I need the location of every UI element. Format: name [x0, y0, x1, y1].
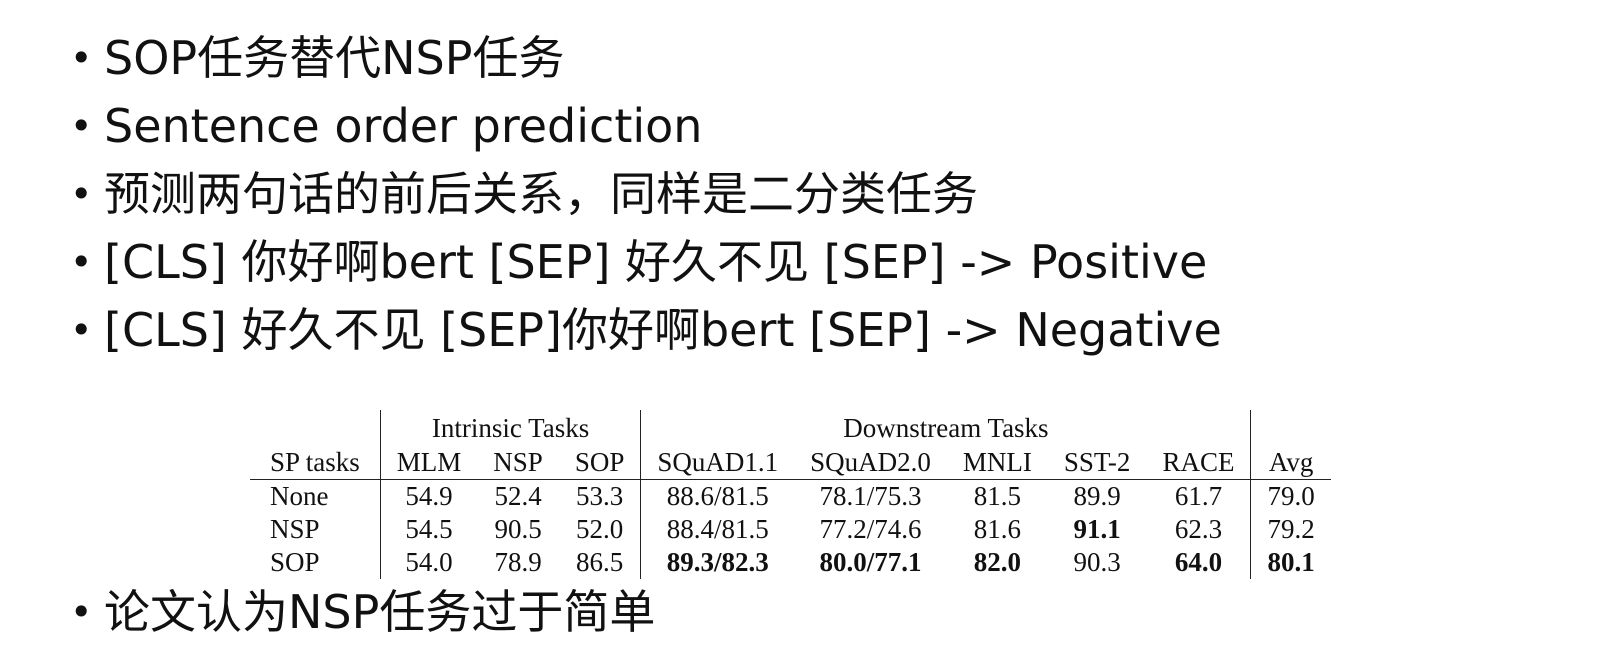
table-cell: 80.1 — [1250, 546, 1331, 579]
bullet-text: SOP任务替代NSP任务 — [104, 31, 565, 85]
table-cell: 62.3 — [1174, 514, 1223, 544]
bullet-dot-icon: • — [70, 172, 93, 216]
bullet-text: 论文认为NSP任务过于简单 — [104, 585, 656, 639]
table-cell: 89.9 — [1073, 481, 1121, 511]
table-cell: 86.5 — [575, 547, 624, 577]
column-header: SST-2 — [1047, 446, 1147, 480]
table-cell: 81.6 — [973, 514, 1022, 544]
column-header: RACE — [1146, 446, 1251, 480]
bullet-item: • [CLS] 你好啊bert [SEP] 好久不见 [SEP] -> Posit… — [70, 228, 1222, 296]
bullet-text: [CLS] 你好啊bert [SEP] 好久不见 [SEP] -> Positi… — [104, 235, 1208, 289]
table-cell: 88.6/81.5 — [640, 479, 795, 513]
table-group-header-row: Intrinsic Tasks Downstream Tasks — [250, 410, 1331, 446]
table-cell: 88.4/81.5 — [640, 513, 795, 546]
table-cell: 79.2 — [1250, 513, 1331, 546]
table-cell: 82.0 — [973, 547, 1022, 577]
column-header: NSP — [477, 446, 559, 480]
column-header: SQuAD2.0 — [794, 446, 947, 480]
intrinsic-tasks-header: Intrinsic Tasks — [379, 410, 641, 446]
table-cell: 53.3 — [575, 481, 624, 511]
table-cell: None — [270, 481, 329, 511]
table-cell: SOP — [270, 547, 320, 577]
bullet-list: • SOP任务替代NSP任务 • Sentence order prediction… — [70, 24, 1222, 364]
table-cell: 54.0 — [379, 546, 478, 579]
table-row: SOP 54.0 78.9 86.5 89.3/82.3 80.0/77.1 8… — [250, 546, 1331, 579]
table-cell: 90.3 — [1073, 547, 1121, 577]
table-cell: 90.5 — [494, 514, 542, 544]
table-cell: 52.4 — [494, 481, 542, 511]
table-cell: 81.5 — [973, 481, 1022, 511]
column-header: SP tasks — [250, 446, 381, 480]
downstream-tasks-header: Downstream Tasks — [640, 410, 1251, 446]
table-cell: 61.7 — [1174, 481, 1223, 511]
table-cell: 54.5 — [379, 513, 478, 546]
table-cell: 52.0 — [575, 514, 624, 544]
bullet-item-conclusion: • 论文认为NSP任务过于简单 — [70, 578, 655, 646]
bullet-item: • Sentence order prediction — [70, 92, 1222, 160]
column-header: Avg — [1250, 446, 1331, 480]
column-header: MLM — [379, 446, 478, 480]
table-cell: 77.2/74.6 — [819, 514, 922, 544]
table-row: None 54.9 52.4 53.3 88.6/81.5 78.1/75.3 … — [250, 479, 1331, 513]
table-cell: 89.3/82.3 — [640, 546, 795, 579]
results-table: Intrinsic Tasks Downstream Tasks SP task… — [250, 410, 1331, 579]
table-cell: 79.0 — [1250, 479, 1331, 513]
bullet-text: Sentence order prediction — [104, 99, 703, 153]
bullet-item: • SOP任务替代NSP任务 — [70, 24, 1222, 92]
table-cell: 78.9 — [494, 547, 542, 577]
table-cell: 80.0/77.1 — [819, 547, 922, 577]
table-header-row: SP tasks MLM NSP SOP SQuAD1.1 SQuAD2.0 M… — [250, 446, 1331, 480]
bullet-dot-icon: • — [70, 590, 93, 634]
results-table-container: Intrinsic Tasks Downstream Tasks SP task… — [250, 410, 1331, 579]
bullet-dot-icon: • — [70, 308, 93, 352]
column-header: SOP — [558, 446, 641, 480]
table-cell: 91.1 — [1073, 514, 1121, 544]
bullet-dot-icon: • — [70, 240, 93, 284]
table-cell: 78.1/75.3 — [819, 481, 922, 511]
table-corner-cell — [250, 410, 380, 446]
bullet-item: • 预测两句话的前后关系，同样是二分类任务 — [70, 160, 1222, 228]
column-header: SQuAD1.1 — [640, 446, 795, 480]
avg-group-spacer — [1250, 410, 1331, 446]
table-row: NSP 54.5 90.5 52.0 88.4/81.5 77.2/74.6 8… — [250, 513, 1331, 546]
bullet-dot-icon: • — [70, 36, 93, 80]
bullet-text: 预测两句话的前后关系，同样是二分类任务 — [104, 167, 978, 221]
bullet-item: • [CLS] 好久不见 [SEP]你好啊bert [SEP] -> Negati… — [70, 296, 1222, 364]
bullet-dot-icon: • — [70, 104, 93, 148]
table-cell: 64.0 — [1174, 547, 1223, 577]
column-header: MNLI — [946, 446, 1048, 480]
bullet-text: [CLS] 好久不见 [SEP]你好啊bert [SEP] -> Negativ… — [104, 303, 1222, 357]
table-cell: 54.9 — [379, 479, 478, 513]
table-cell: NSP — [270, 514, 320, 544]
